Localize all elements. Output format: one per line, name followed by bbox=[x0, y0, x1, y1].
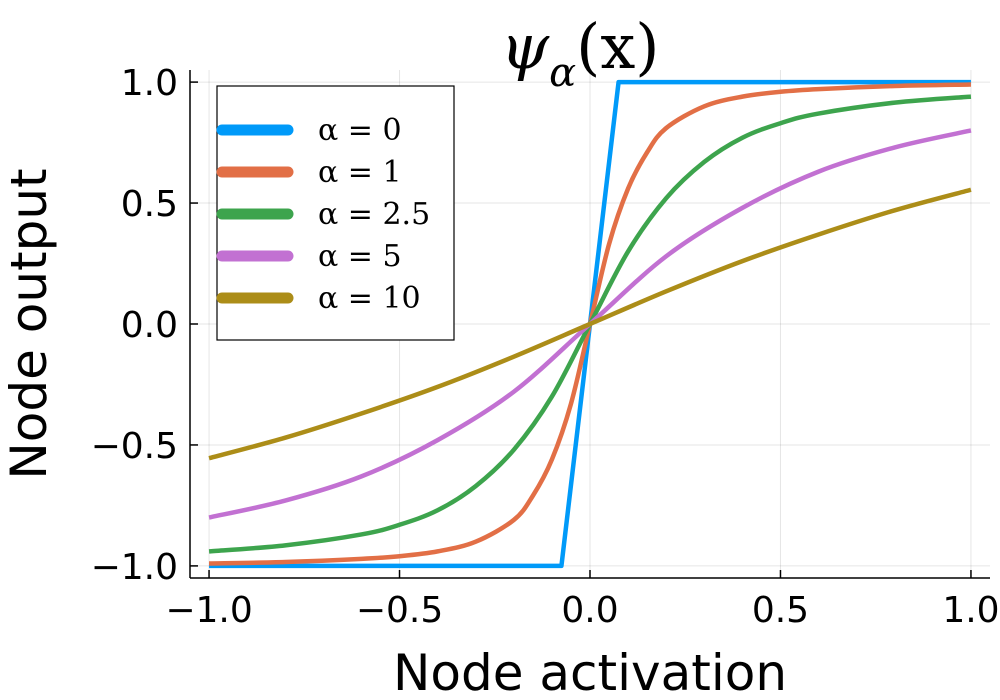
x-tick-label: 1.0 bbox=[942, 590, 999, 631]
chart-title-subscript: α bbox=[549, 50, 576, 96]
x-tick-label: 0.0 bbox=[561, 590, 618, 631]
legend-label: α = 1 bbox=[318, 155, 402, 190]
x-tick-label: −1.0 bbox=[165, 590, 252, 631]
series-line-4 bbox=[208, 187, 972, 461]
legend-label: α = 2.5 bbox=[318, 197, 430, 232]
x-axis-label: Node activation bbox=[393, 644, 787, 700]
y-tick-label: −1.0 bbox=[91, 547, 178, 588]
x-tick-label: −0.5 bbox=[356, 590, 443, 631]
chart-title: ψα(x) bbox=[501, 10, 660, 96]
legend: α = 0 α = 1 α = 2.5 α = 5 α = 10 bbox=[216, 85, 455, 341]
y-tick-label: 1.0 bbox=[121, 63, 178, 104]
tick-labels: −1.0 −0.5 0.0 0.5 1.0 −1.0 −0.5 0.0 0.5 1.0 bbox=[91, 63, 1000, 631]
y-axis-label: Node output bbox=[0, 168, 58, 479]
chart-title-argument: (x) bbox=[576, 10, 659, 83]
legend-label: α = 10 bbox=[318, 281, 421, 316]
legend-label: α = 5 bbox=[318, 239, 402, 274]
series-lines bbox=[208, 79, 972, 569]
y-tick-label: −0.5 bbox=[91, 426, 178, 467]
legend-label: α = 0 bbox=[318, 113, 402, 148]
y-tick-label: 0.5 bbox=[121, 184, 178, 225]
y-tick-label: 0.0 bbox=[121, 305, 178, 346]
chart-title-main: ψ bbox=[501, 10, 551, 83]
x-tick-label: 0.5 bbox=[752, 590, 809, 631]
